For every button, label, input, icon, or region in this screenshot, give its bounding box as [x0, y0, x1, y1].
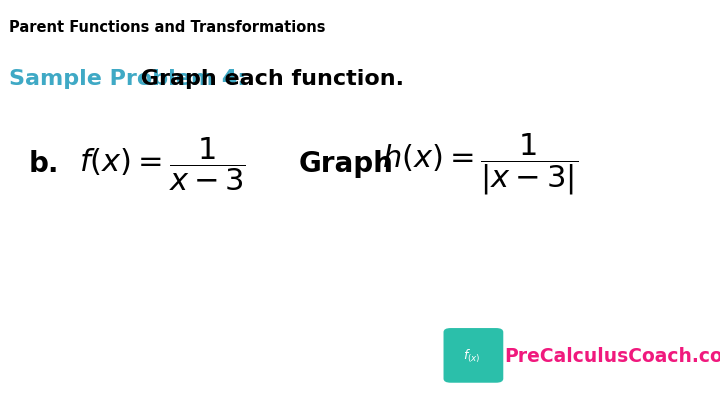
- Text: $f_{(x)}$: $f_{(x)}$: [464, 348, 481, 365]
- Text: $h(x) = \dfrac{1}{|x - 3|}$: $h(x) = \dfrac{1}{|x - 3|}$: [382, 131, 577, 197]
- Text: Sample Problem 4:: Sample Problem 4:: [9, 69, 246, 89]
- FancyBboxPatch shape: [444, 328, 503, 383]
- Text: Graph: Graph: [299, 150, 394, 178]
- Text: Graph each function.: Graph each function.: [133, 69, 404, 89]
- Text: b.: b.: [29, 150, 59, 178]
- Text: PreCalculusCoach.com: PreCalculusCoach.com: [505, 347, 720, 366]
- Text: $f(x) = \dfrac{1}{x - 3}$: $f(x) = \dfrac{1}{x - 3}$: [79, 135, 246, 193]
- Text: Parent Functions and Transformations: Parent Functions and Transformations: [9, 20, 326, 35]
